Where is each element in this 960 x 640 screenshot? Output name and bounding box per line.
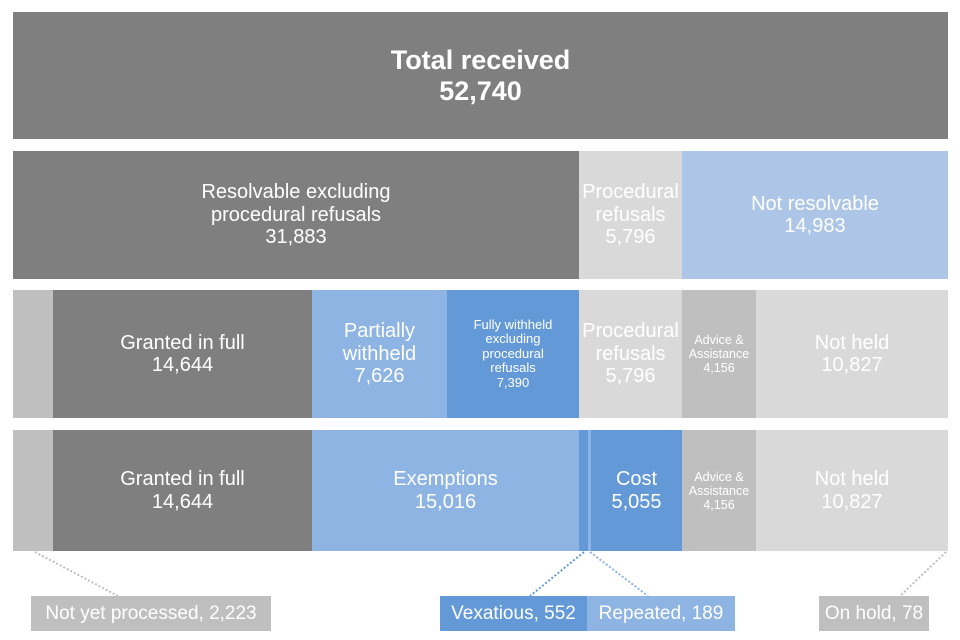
connector-vexatious	[529, 551, 585, 597]
repeated-segment	[588, 430, 591, 551]
box-label: Partially withheld	[342, 320, 417, 365]
connector-repeated	[589, 551, 649, 597]
not-yet-processed-segment	[13, 290, 53, 418]
exemptions-box: Exemptions 15,016	[312, 430, 579, 551]
fully-withheld-box: Fully withheld excluding procedural refu…	[447, 290, 579, 418]
box-value: 4,156	[703, 361, 735, 375]
box-value: 15,016	[414, 490, 477, 513]
box-label: Granted in full	[120, 468, 245, 491]
box-label: Procedural refusals	[582, 181, 679, 226]
advice-assistance-box: Advice & Assistance 4,156	[682, 430, 756, 551]
box-value: 4,156	[703, 497, 735, 512]
box-value: 10,827	[821, 354, 883, 376]
box-value: 5,796	[605, 226, 656, 249]
box-label: Fully withheld excluding procedural refu…	[473, 316, 553, 376]
repeated-label: Repeated, 189	[587, 596, 735, 631]
cost-box: Cost 5,055	[591, 430, 682, 551]
box-label: Not resolvable	[751, 192, 879, 215]
box-label: Not held	[814, 468, 890, 491]
box-value: 14,983	[784, 215, 846, 237]
procedural-refusals-box: Procedural refusals 5,796	[579, 151, 682, 279]
box-value: 14,644	[151, 490, 214, 513]
box-value: 5,796	[605, 365, 656, 388]
box-label: Exemptions	[393, 468, 498, 491]
granted-in-full-box: Granted in full 14,644	[53, 290, 312, 418]
box-label: Not held	[814, 331, 890, 354]
not-held-box: Not held 10,827	[756, 290, 948, 418]
box-value: 31,883	[265, 226, 327, 249]
procedural-refusals-box: Procedural refusals 5,796	[579, 290, 682, 418]
total-received-box: Total received 52,740	[13, 12, 948, 139]
box-value: 10,827	[821, 490, 883, 513]
resolvable-box: Resolvable excluding procedural refusals…	[13, 151, 579, 279]
connector-not-yet-processed	[34, 551, 119, 597]
total-label: Total received	[390, 45, 571, 76]
box-label: Granted in full	[120, 331, 245, 354]
advice-assistance-box: Advice & Assistance 4,156	[682, 290, 756, 418]
box-value: 7,626	[354, 365, 405, 388]
total-value: 52,740	[439, 75, 522, 106]
box-label: Advice & Assistance	[688, 333, 750, 361]
box-label: Advice & Assistance	[688, 469, 750, 498]
partially-withheld-box: Partially withheld 7,626	[312, 290, 447, 418]
granted-in-full-box: Granted in full 14,644	[53, 430, 312, 551]
box-value: 5,055	[611, 490, 662, 513]
not-yet-processed-segment	[13, 430, 53, 551]
not-held-box: Not held 10,827	[756, 430, 948, 551]
not-yet-processed-label: Not yet processed, 2,223	[31, 596, 271, 631]
box-value: 7,390	[496, 374, 530, 390]
box-label: Cost	[615, 468, 658, 491]
vexatious-label: Vexatious, 552	[440, 596, 587, 631]
connector-on-hold	[899, 551, 947, 597]
on-hold-label: On hold, 78	[819, 596, 929, 631]
not-resolvable-box: Not resolvable 14,983	[682, 151, 948, 279]
box-label: Procedural refusals	[582, 320, 679, 365]
vexatious-segment	[579, 430, 588, 551]
box-label: Resolvable excluding procedural refusals	[201, 181, 391, 226]
box-value: 14,644	[151, 354, 214, 376]
